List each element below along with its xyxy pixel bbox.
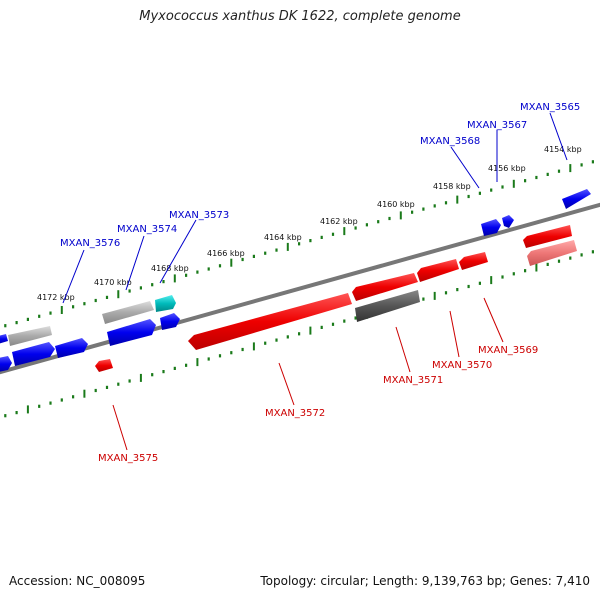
gene-label-mxan-3573[interactable]: MXAN_3573 xyxy=(169,210,229,221)
gene-arrow-blue-c[interactable] xyxy=(0,356,12,372)
gene-arrow-mxan-3567[interactable] xyxy=(502,215,514,228)
gene-label-mxan-3572[interactable]: MXAN_3572 xyxy=(265,408,325,419)
gene-arrow-mxan-3575[interactable] xyxy=(95,359,113,372)
leader-line xyxy=(62,249,85,304)
tick-label: 4162 kbp xyxy=(320,217,358,226)
gene-arrow-red-right[interactable] xyxy=(523,225,572,248)
gene-arrow-pink-right[interactable] xyxy=(527,240,577,266)
tick-label: 4158 kbp xyxy=(433,182,471,191)
gene-label-mxan-3575[interactable]: MXAN_3575 xyxy=(98,453,158,464)
leader-lines xyxy=(62,112,568,451)
gene-label-mxan-3574[interactable]: MXAN_3574 xyxy=(117,224,177,235)
gene-label-mxan-3568[interactable]: MXAN_3568 xyxy=(420,136,480,147)
accession-text: Accession: NC_008095 xyxy=(9,574,146,588)
backbone-line xyxy=(0,202,600,375)
gene-label-mxan-3567[interactable]: MXAN_3567 xyxy=(467,120,527,131)
leader-line xyxy=(278,362,295,406)
tick-label: 4168 kbp xyxy=(151,264,189,273)
tick-label: 4172 kbp xyxy=(37,293,75,302)
forward-genes xyxy=(0,189,591,372)
gene-arrow-blue-d[interactable] xyxy=(0,334,8,344)
genome-summary-text: Topology: circular; Length: 9,139,763 bp… xyxy=(260,574,590,588)
tick-tracks xyxy=(4,160,595,418)
gene-arrow-gray-a[interactable] xyxy=(102,301,154,324)
tick-label: 4164 kbp xyxy=(264,233,302,242)
gene-arrow-mxan-3569[interactable] xyxy=(459,252,488,270)
gene-arrow-mxan-3570[interactable] xyxy=(417,259,459,282)
reverse-genes xyxy=(95,225,577,372)
map-title: Myxococcus xanthus DK 1622, complete gen… xyxy=(139,9,461,24)
leader-line xyxy=(450,146,480,189)
tick-label: 4166 kbp xyxy=(207,249,245,258)
tick-label: 4170 kbp xyxy=(94,278,132,287)
gene-label-mxan-3570[interactable]: MXAN_3570 xyxy=(432,360,492,371)
gene-label-mxan-3565[interactable]: MXAN_3565 xyxy=(520,102,580,113)
gene-arrow-gray-b[interactable] xyxy=(8,326,52,346)
gene-arrow-mxan-3572[interactable] xyxy=(188,293,352,350)
gene-labels: MXAN_3565 MXAN_3567 MXAN_3568 MXAN_3573 … xyxy=(60,102,580,464)
gene-arrow-mxan-3573[interactable] xyxy=(160,313,180,330)
leader-line xyxy=(112,404,128,451)
gene-arrow-mxan-3568[interactable] xyxy=(481,219,501,236)
leader-line xyxy=(549,112,568,161)
leader-line xyxy=(159,219,197,284)
leader-line xyxy=(125,235,145,291)
gene-label-mxan-3571[interactable]: MXAN_3571 xyxy=(383,375,443,386)
tick-label: 4156 kbp xyxy=(488,164,526,173)
gene-arrow-mxan-3576[interactable] xyxy=(55,338,88,358)
leader-line xyxy=(483,297,504,343)
gene-arrow-cyan[interactable] xyxy=(155,295,176,312)
leader-line xyxy=(395,326,411,373)
gene-arrow-blue-b[interactable] xyxy=(12,342,55,366)
gene-arrow-mxan-3571-dark[interactable] xyxy=(355,290,420,322)
gene-arrow-mxan-3571[interactable] xyxy=(352,273,418,301)
gene-label-mxan-3569[interactable]: MXAN_3569 xyxy=(478,345,538,356)
leader-line xyxy=(449,310,460,358)
gene-arrow-mxan-3565[interactable] xyxy=(562,189,591,209)
gene-arrow-mxan-3574[interactable] xyxy=(107,319,156,346)
gene-label-mxan-3576[interactable]: MXAN_3576 xyxy=(60,238,120,249)
tick-label: 4160 kbp xyxy=(377,200,415,209)
